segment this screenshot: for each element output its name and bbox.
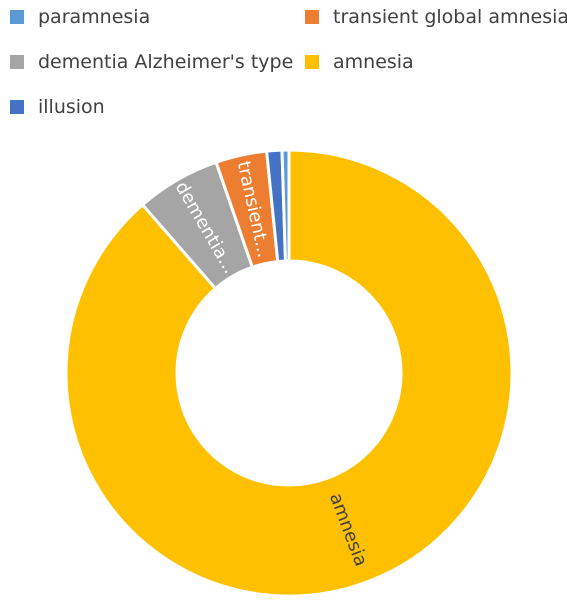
donut-slices (64, 148, 514, 598)
donut-slice-paramnesia (280, 148, 291, 263)
chart-legend: paramnesia transient global amnesia deme… (0, 0, 567, 125)
legend-item-dementia-alzheimers-type: dementia Alzheimer's type (10, 51, 293, 73)
legend-item-illusion: illusion (10, 96, 105, 118)
legend-label-amnesia: amnesia (333, 51, 414, 73)
legend-swatch-transient-global-amnesia (305, 10, 319, 24)
legend-item-amnesia: amnesia (305, 51, 414, 73)
legend-label-transient-global-amnesia: transient global amnesia (333, 6, 567, 28)
legend-swatch-dementia-alzheimers-type (10, 55, 24, 69)
legend-label-paramnesia: paramnesia (38, 6, 151, 28)
legend-item-paramnesia: paramnesia (10, 6, 150, 28)
legend-label-illusion: illusion (38, 96, 105, 118)
legend-swatch-paramnesia (10, 10, 24, 24)
legend-swatch-illusion (10, 100, 24, 114)
legend-swatch-amnesia (305, 55, 319, 69)
legend-item-transient-global-amnesia: transient global amnesia (305, 6, 567, 28)
legend-label-dementia-alzheimers-type: dementia Alzheimer's type (38, 51, 294, 73)
donut-slice-amnesia (64, 148, 514, 598)
